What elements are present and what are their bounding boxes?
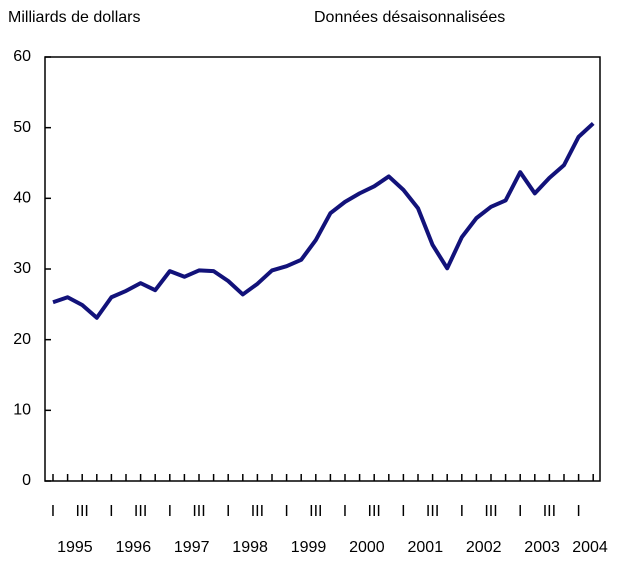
- x-tick-label: I: [226, 503, 230, 520]
- plot-frame: [44, 56, 601, 482]
- year-label: 1997: [174, 539, 210, 556]
- year-label: 1999: [291, 539, 327, 556]
- x-tick-label: III: [192, 503, 205, 520]
- x-tick-label: III: [76, 503, 89, 520]
- y-tick-label: 10: [13, 402, 31, 419]
- year-label: 2004: [572, 539, 608, 556]
- x-tick-label: I: [51, 503, 55, 520]
- y-tick-label: 60: [13, 48, 31, 65]
- line-series: [52, 121, 595, 320]
- x-tick-label: I: [109, 503, 113, 520]
- year-label: 2001: [408, 539, 444, 556]
- y-tick-label: 50: [13, 119, 31, 136]
- year-label: 2000: [349, 539, 385, 556]
- x-tick-label: III: [134, 503, 147, 520]
- year-label: 1996: [116, 539, 152, 556]
- x-tick-label: I: [460, 503, 464, 520]
- y-tick-label: 40: [13, 190, 31, 207]
- x-tick-label: III: [543, 503, 556, 520]
- x-tick-label: I: [284, 503, 288, 520]
- x-tick-label: III: [484, 503, 497, 520]
- x-tick-label: I: [518, 503, 522, 520]
- x-tick-label: I: [168, 503, 172, 520]
- y-axis-label: Milliards de dollars: [8, 9, 141, 26]
- x-tick-label: I: [576, 503, 580, 520]
- year-label: 2002: [466, 539, 502, 556]
- x-tick-label: III: [309, 503, 322, 520]
- x-tick-label: I: [401, 503, 405, 520]
- x-tick-label: III: [368, 503, 381, 520]
- x-tick-label: III: [251, 503, 264, 520]
- y-tick-label: 20: [13, 331, 31, 348]
- year-label: 2003: [524, 539, 560, 556]
- y-tick-label: 0: [22, 472, 31, 489]
- x-tick-label: I: [343, 503, 347, 520]
- year-label: 1995: [57, 539, 93, 556]
- x-tick-label: III: [426, 503, 439, 520]
- subtitle: Données désaisonnalisées: [314, 9, 505, 26]
- year-label: 1998: [232, 539, 268, 556]
- y-tick-label: 30: [13, 260, 31, 277]
